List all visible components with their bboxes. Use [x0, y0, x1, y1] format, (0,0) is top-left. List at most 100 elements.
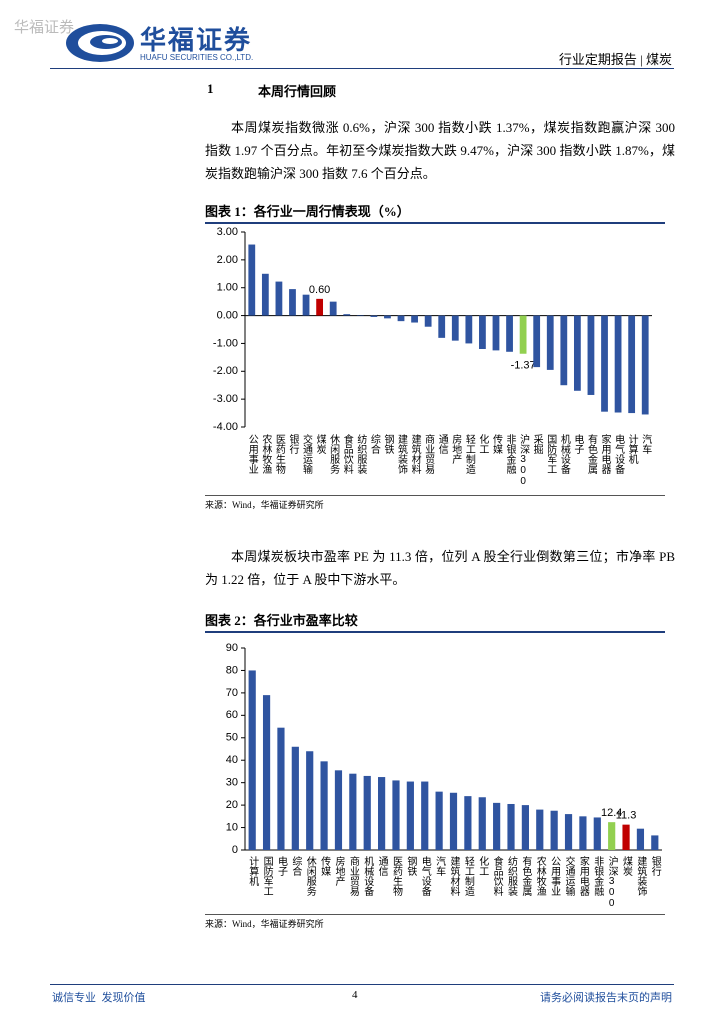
x-tick-label: 汽车: [640, 433, 652, 455]
x-tick-label: 商业贸易: [347, 855, 359, 897]
bar: [291, 746, 299, 850]
x-tick-label: 有色金属: [585, 433, 597, 475]
y-tick-label: 50: [226, 732, 238, 744]
data-label: 0.60: [309, 284, 330, 296]
footer-note: 请务必阅读报告末页的声明: [540, 992, 672, 1004]
bar: [261, 273, 269, 316]
bar: [636, 828, 645, 850]
bar: [564, 814, 573, 850]
section-number: 1: [207, 81, 214, 96]
bar: [363, 775, 371, 850]
bar: [464, 796, 472, 850]
x-tick-label: 家用电器: [577, 855, 589, 897]
x-tick-label: 农林牧渔: [260, 433, 272, 475]
bar: [506, 315, 513, 352]
y-tick-label: 0: [232, 844, 238, 856]
footer-rule: [50, 984, 674, 985]
bar: [622, 824, 630, 850]
bar: [349, 773, 357, 850]
x-tick-label: 钢铁: [405, 855, 417, 877]
y-tick-label: 1.00: [217, 282, 238, 294]
bar: [424, 315, 432, 327]
y-tick-label: 0.00: [217, 309, 238, 321]
y-tick-label: 70: [226, 687, 238, 699]
x-tick-label: 轻工制造: [462, 855, 474, 896]
bar: [392, 780, 400, 850]
bar: [519, 315, 527, 354]
figure-source: 来源：Wind，华福证券研究所: [205, 495, 665, 511]
x-tick-label: 公用事业: [246, 434, 258, 474]
bar: [479, 315, 486, 349]
x-tick-label: 国防军工: [545, 434, 557, 474]
footer-slogan: 诚信专业 发现价值: [52, 992, 146, 1004]
x-tick-label: 通信: [436, 434, 448, 455]
bar: [641, 315, 649, 415]
x-tick-label: 传媒: [319, 856, 331, 877]
x-tick-label: 建筑装饰: [635, 855, 647, 897]
watermark: 华福证券: [14, 20, 75, 36]
bar: [560, 315, 568, 386]
x-tick-label: 国防军工: [261, 856, 273, 896]
data-label: -1.37: [511, 360, 536, 372]
bar: [275, 281, 283, 316]
bar: [384, 315, 391, 319]
bar: [593, 817, 601, 850]
chart: 0 10 20 30 40 50 60 70 80 90 计算机 国防军工 电子 综合 休闲服务 传媒 房地产商…: [226, 642, 662, 909]
figure-title: 图表 2：各行业市盈率比较: [205, 610, 665, 633]
y-tick-label: 10: [226, 821, 238, 833]
y-tick-label: -2.00: [213, 365, 238, 377]
x-tick-label: 计算机: [626, 433, 638, 465]
bar: [334, 770, 343, 850]
x-tick-label: 有色金属: [520, 855, 532, 897]
bar: [320, 761, 328, 850]
x-tick-label: 综合: [368, 433, 380, 455]
bar: [533, 315, 541, 368]
x-tick-label: 建筑材料: [409, 433, 421, 475]
header-rule: [50, 68, 674, 69]
x-tick-label: 纺织服装: [355, 433, 367, 475]
bar: [356, 315, 364, 316]
x-tick-label: 房地产: [450, 433, 462, 465]
bar: [289, 289, 296, 316]
bar: [546, 315, 554, 370]
y-tick-label: -4.00: [213, 421, 238, 433]
logo-text: 华福证券: [140, 26, 253, 55]
page-number: 4: [352, 989, 358, 1001]
bar: [316, 298, 324, 316]
x-tick-label: 家用电器: [599, 433, 611, 475]
bar: [451, 315, 459, 341]
bar: [397, 315, 405, 322]
bar: [329, 301, 337, 316]
x-tick-label: 纺织服装: [506, 855, 518, 897]
y-tick-label: 60: [226, 709, 238, 721]
bar: [262, 695, 271, 850]
figure-source: 来源：Wind，华福证券研究所: [205, 914, 665, 930]
section-title: 本周行情回顾: [258, 84, 337, 99]
bar: [492, 315, 500, 351]
x-tick-label: 汽车: [434, 855, 446, 877]
x-tick-label: 医药生物: [390, 856, 402, 897]
bar: [614, 315, 622, 413]
x-tick-label: 电子: [275, 855, 287, 876]
bar: [411, 315, 418, 323]
x-tick-label: 农林牧渔: [534, 855, 546, 897]
x-tick-label: 交通运输: [301, 433, 313, 475]
y-tick-label: -1.00: [213, 337, 238, 349]
bar: [573, 315, 581, 391]
report-type: 行业定期报告 | 煤炭: [558, 52, 672, 67]
bar: [435, 791, 443, 850]
x-tick-label: 银行: [649, 855, 661, 877]
y-tick-label: 30: [226, 777, 238, 789]
y-tick-label: 20: [226, 799, 238, 811]
data-label: 12.4: [601, 807, 622, 819]
y-tick-label: -3.00: [213, 393, 238, 405]
x-tick-label: 商业贸易: [423, 433, 435, 475]
x-tick-label: 交通运输: [563, 855, 575, 897]
paragraph: 本周煤炭板块市盈率 PE 为 11.3 倍，位列 A 股全行业倒数第三位；市净率…: [205, 549, 675, 587]
y-tick-label: 80: [226, 664, 238, 676]
x-tick-label: 机械设备: [362, 855, 374, 897]
x-tick-label: 轻工制造: [463, 433, 475, 474]
bar: [302, 294, 310, 316]
x-tick-label: 食品饮料: [341, 433, 353, 475]
